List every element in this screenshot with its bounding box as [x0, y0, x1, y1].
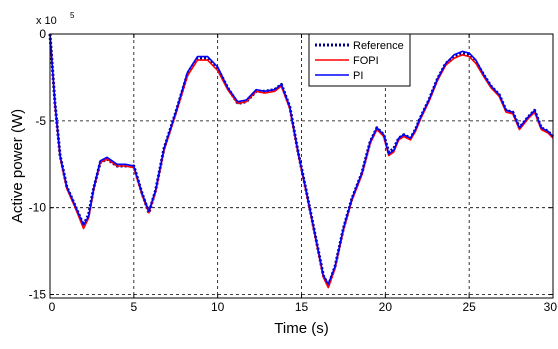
y-tick-label: -5: [35, 114, 46, 128]
y-tick-label: 0: [39, 27, 46, 41]
x-axis-label: Time (s): [274, 320, 328, 337]
x-tick-label: 0: [49, 300, 56, 314]
y-axis-label: Active power (W): [9, 109, 26, 223]
legend-label-pi: PI: [353, 70, 363, 82]
series-line-pi: [49, 33, 554, 285]
y-tick-label: -15: [29, 288, 47, 302]
y-tick-label: -10: [29, 201, 47, 215]
x-tick-label: 20: [379, 300, 393, 314]
legend-label-reference: Reference: [353, 40, 404, 52]
x-tick-label: 15: [295, 300, 309, 314]
series-layer: [48, 33, 555, 289]
legend: Reference FOPI PI: [308, 33, 411, 87]
axis-ticks: 0 5 10 15 20 25 30 0 -5 -10 -15: [29, 27, 558, 314]
y-exponent-base: x 10: [36, 15, 57, 27]
y-exponent-power: 5: [70, 11, 75, 20]
x-tick-label: 25: [462, 300, 476, 314]
series-line-fopi: [49, 33, 554, 289]
legend-label-fopi: FOPI: [353, 55, 379, 67]
x-tick-label: 30: [544, 300, 558, 314]
x-tick-label: 5: [130, 300, 137, 314]
x-tick-label: 10: [211, 300, 225, 314]
